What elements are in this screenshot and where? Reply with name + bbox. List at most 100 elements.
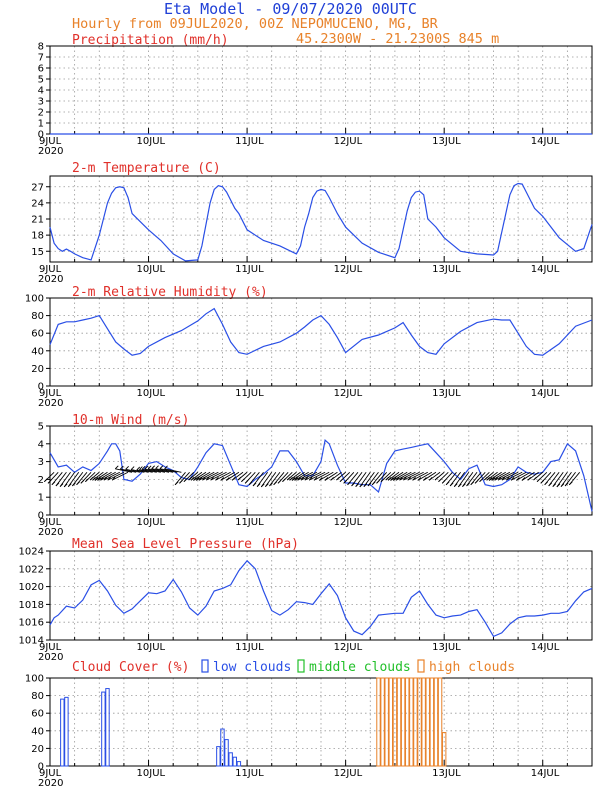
x-year-label: 2020 [38,778,63,789]
wind-barb-flag [371,481,376,486]
cloud-title: Cloud Cover (%) [72,660,189,675]
cloud-bar [232,756,237,767]
wind-barb-flag [188,476,192,481]
wind-barb-flag [155,465,159,470]
cloud-bar [437,677,443,767]
x-tick-label: 11JUL [235,517,264,528]
wind-barb [552,472,564,487]
y-tick-label: 1018 [19,600,44,611]
model-title: Eta Model - 09/07/2020 00UTC [164,0,417,18]
cloud-bar [64,696,69,767]
wind-barb [417,471,433,481]
wind-barb [491,471,506,481]
wind-barb-flag [568,481,573,486]
wind-barb [111,471,129,481]
wind-barb-flag [548,482,553,487]
wind-barb-flag [241,478,245,482]
temp-series-line [49,182,593,262]
y-tick-label: 6 [38,64,44,75]
wind-barb-flag [552,483,557,487]
mslp-panel: Mean Sea Level Pressure (hPa) 1014 1016 101… [19,537,593,663]
wind-barb [159,468,178,473]
wind-barb [304,471,322,481]
mslp-series-line [49,559,593,638]
y-tick-label: 4 [38,439,44,450]
wind-barb-flag [210,476,214,481]
wind-barb-flag [193,477,197,481]
x-tick-label: 13JUL [432,642,461,653]
rh-frame [49,297,593,387]
cloud-panel: Cloud Cover (%) 0 20 40 60 80 100 9JUL 10JUL 11JU… [25,660,593,789]
wind-barb-flag [355,483,360,487]
wind-barb [355,472,367,487]
y-tick-label: 1016 [19,618,44,629]
wind-series-line [49,439,593,512]
wind-barb-flag [392,477,397,481]
cloud-bar [228,752,233,767]
cloud-bar [236,761,242,767]
wind-barb [516,471,531,481]
x-tick-label: 12JUL [334,768,363,779]
wind-barb-flag [527,477,532,481]
wind-barb-flag [494,476,498,481]
y-tick-label: 1020 [19,582,44,593]
y-tick-label: 27 [31,182,44,193]
wind-barb-flag [47,479,52,484]
wind-barb-flag [147,465,152,470]
wind-barb-flag [139,466,143,470]
wind-barb [193,471,207,481]
wind-barb-flag [385,476,390,481]
x-tick-label: 12JUL [334,264,363,275]
wind-barb [220,471,235,481]
wind-barb-flag [286,476,291,481]
wind-barb-flag [324,477,329,481]
wind-barb [139,469,153,473]
wind-barb [264,472,277,487]
wind-barb-flag [486,477,490,481]
y-tick-label: 3 [38,97,44,108]
wind-barb [63,472,76,488]
wind-barb-flag [198,476,203,481]
wind-barb-flag [111,476,116,481]
wind-barb [457,472,470,488]
cloud-bar [441,732,447,767]
wind-barb-flag [107,476,112,481]
mslp-title: Mean Sea Level Pressure (hPa) [72,537,299,552]
wind-barb-flag [141,465,146,470]
y-tick-label: 24 [31,198,44,209]
cloud-bar [376,677,381,767]
x-tick-label: 10JUL [137,136,166,147]
wind-barb-flag [260,483,265,488]
cloud-bar [105,688,110,767]
wind-barb [300,471,318,481]
wind-barb [521,471,535,481]
x-tick-label: 11JUL [235,642,264,653]
wind-barb-flag [277,479,282,484]
y-tick-label: 8 [38,42,44,53]
wind-barb-flag [144,465,149,470]
cloud-bar [220,728,225,767]
wind-barb-flag [269,482,273,487]
wind-barb-flag [544,481,548,486]
wind-barb-flag [390,477,394,481]
wind-barb [462,472,474,487]
wind-barb-flag [497,476,502,481]
wind-barb-flag [190,477,195,481]
wind-barb-flag [92,477,96,481]
wind-barb [297,471,313,481]
x-tick-label: 10JUL [137,768,166,779]
wind-barb-flag [130,466,135,470]
wind-barb [94,471,108,481]
x-tick-label: 13JUL [432,517,461,528]
wind-barb [141,468,157,473]
x-tick-label: 13JUL [432,136,461,147]
wind-barb-flag [215,476,219,481]
legend-high-label: high clouds [429,660,515,675]
wind-barb [506,471,523,481]
wind-barb-flag [347,481,351,486]
cloud-bar [417,677,422,767]
wind-barb [407,471,424,481]
wind-barb-flag [423,477,427,481]
wind-barb-flag [412,476,416,481]
